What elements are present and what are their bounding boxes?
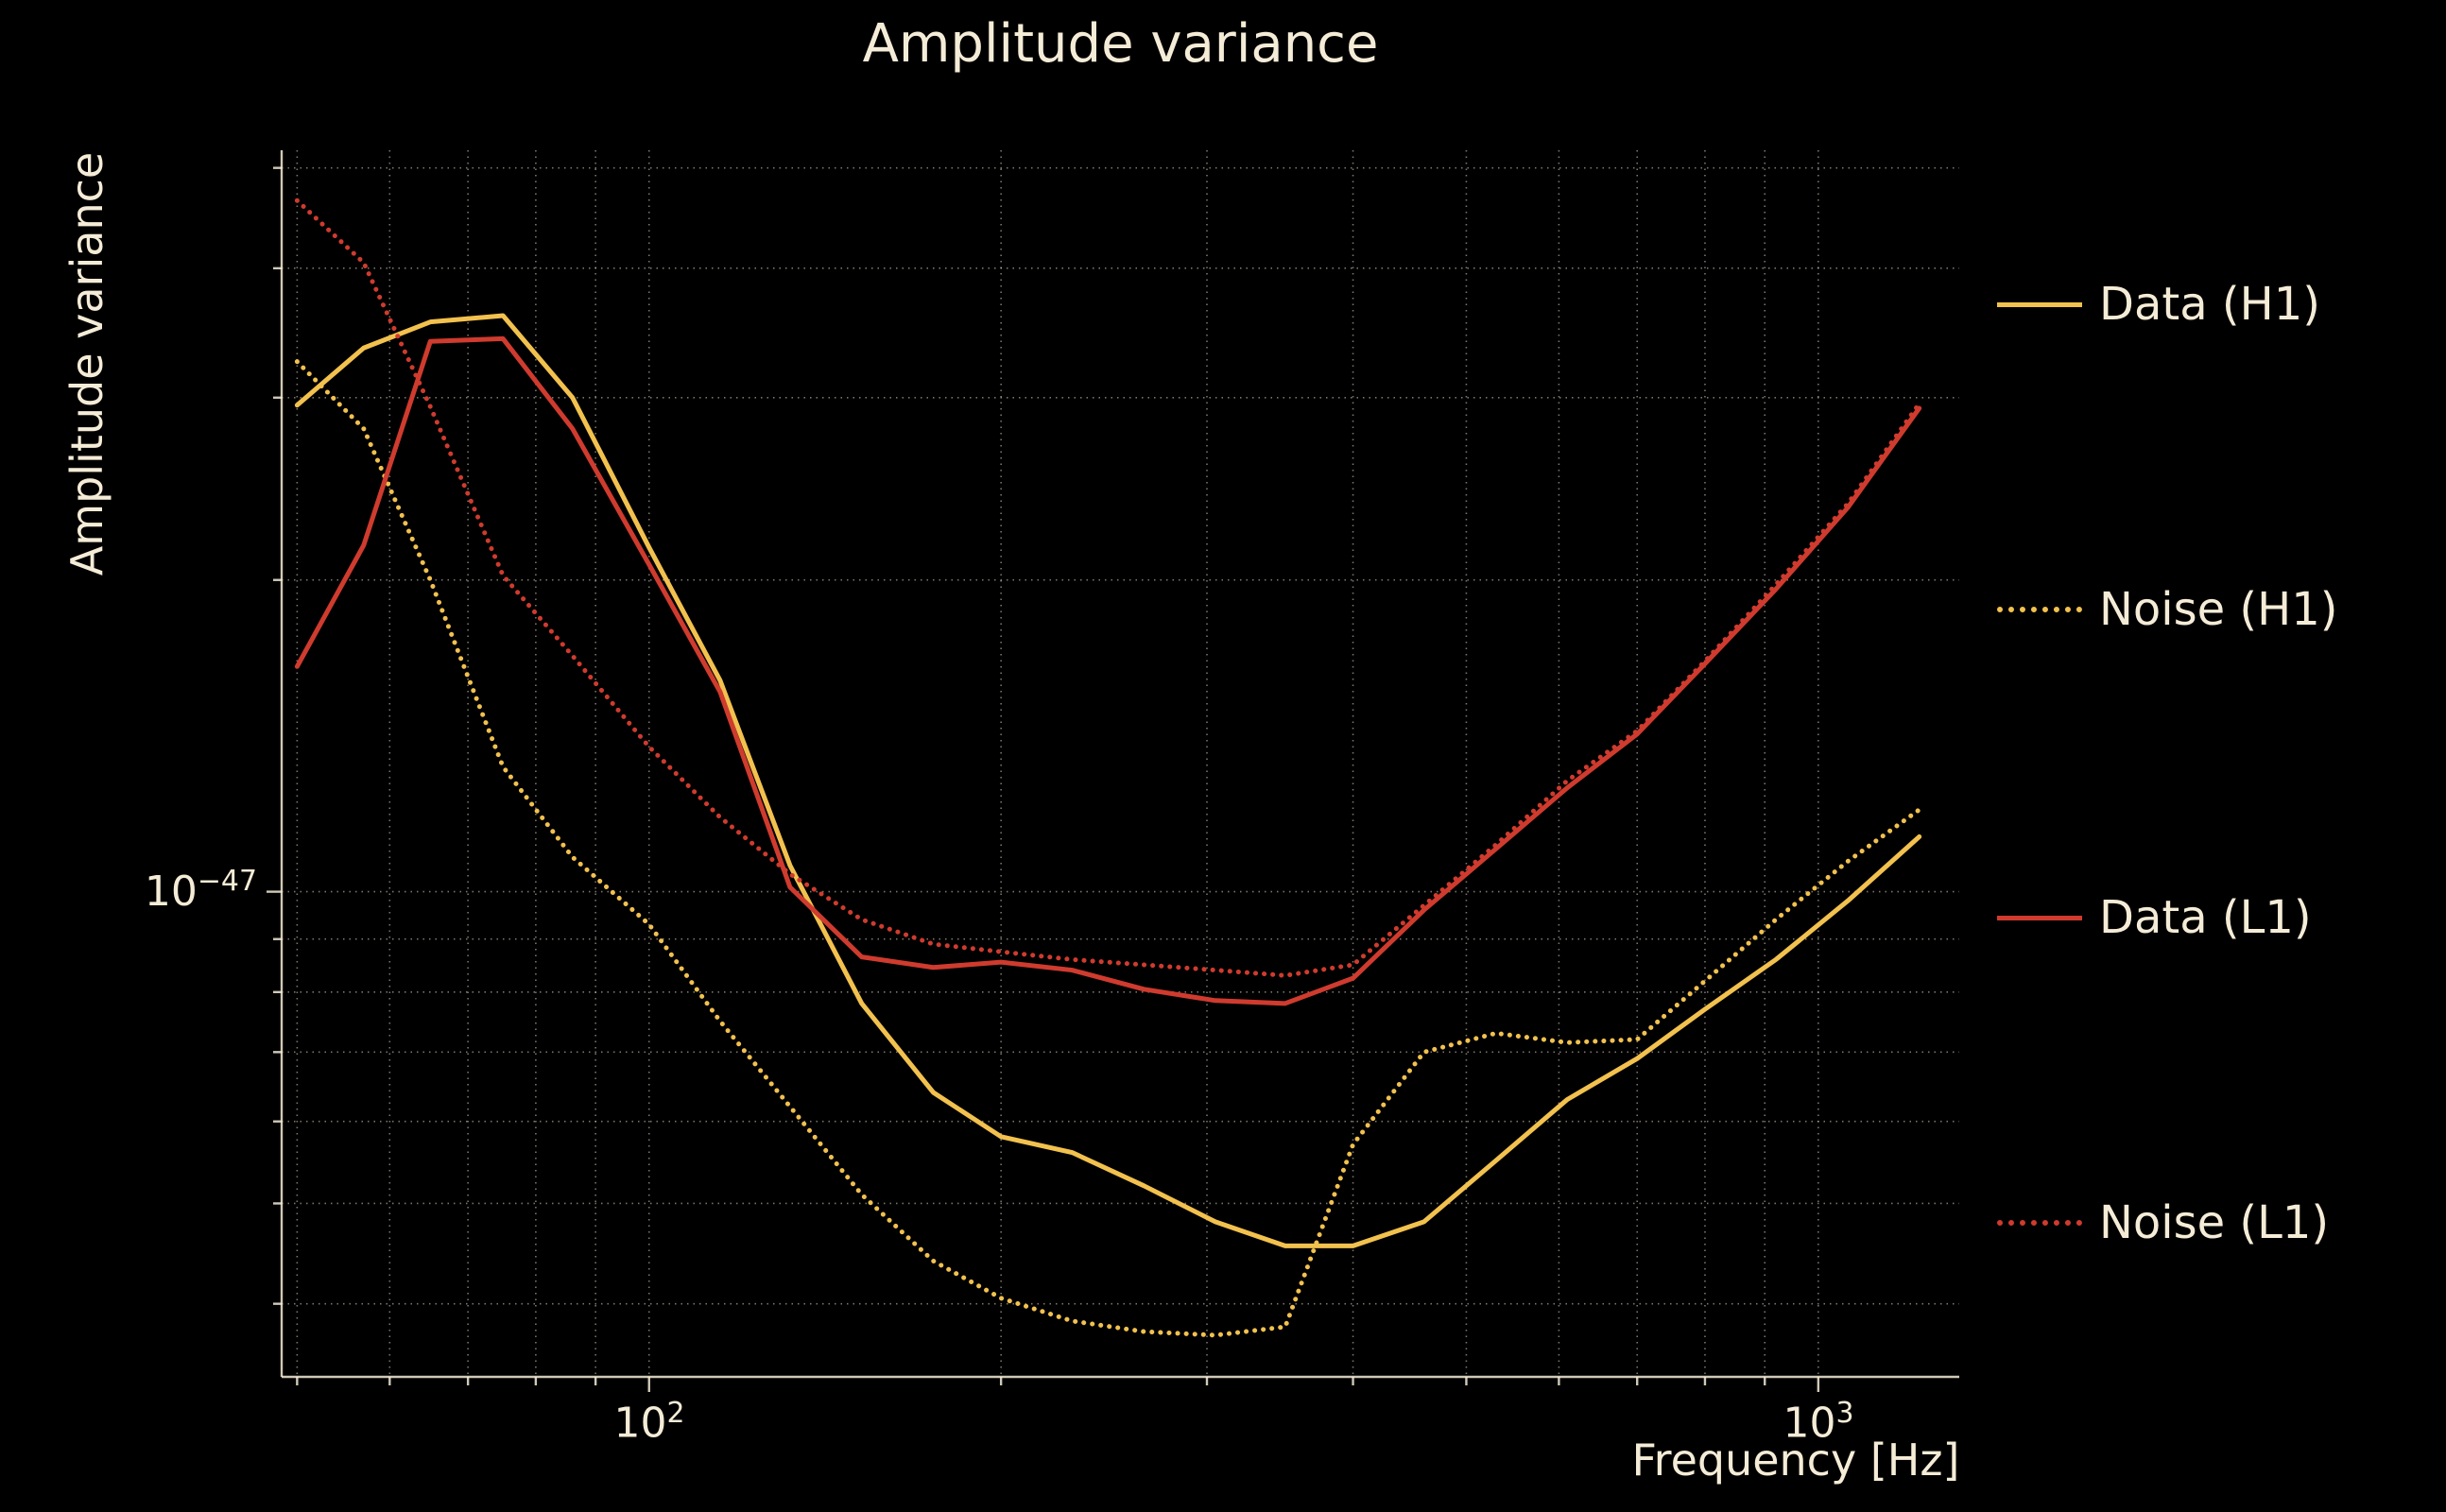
legend-item-noise-l1: Noise (L1) (1997, 1196, 2329, 1249)
y-tick-base: 10 (144, 867, 198, 916)
y-tick-exponent: −47 (197, 865, 257, 899)
x-tick-exponent: 3 (1835, 1397, 1854, 1430)
y-tick-label-1e-47: 10−47 (145, 865, 257, 916)
legend-line-sample-data-l1 (1997, 915, 2082, 920)
legend-item-data-h1: Data (H1) (1997, 278, 2320, 331)
legend-label-noise-h1: Noise (H1) (2099, 583, 2338, 636)
legend-label-noise-l1: Noise (L1) (2099, 1196, 2330, 1249)
legend-line-sample-data-h1 (1997, 301, 2082, 307)
x-tick-exponent: 2 (666, 1397, 685, 1430)
legend-label-data-h1: Data (H1) (2099, 278, 2320, 331)
x-tick-base: 10 (613, 1399, 667, 1448)
x-tick-base: 10 (1783, 1399, 1836, 1448)
legend-item-noise-h1: Noise (H1) (1997, 583, 2338, 636)
legend-item-data-l1: Data (L1) (1997, 891, 2312, 944)
x-tick-label-100: 102 (613, 1397, 684, 1448)
legend-label-data-l1: Data (L1) (2099, 891, 2312, 944)
x-tick-label-1000: 103 (1783, 1397, 1853, 1448)
plot-area (267, 150, 1959, 1392)
y-axis-label: Amplitude variance (61, 151, 112, 576)
legend-line-sample-noise-l1 (1997, 1220, 2082, 1226)
legend-line-sample-noise-h1 (1997, 607, 2082, 612)
x-axis-label: Frequency [Hz] (1631, 1435, 1960, 1486)
chart-title: Amplitude variance (862, 13, 1379, 75)
